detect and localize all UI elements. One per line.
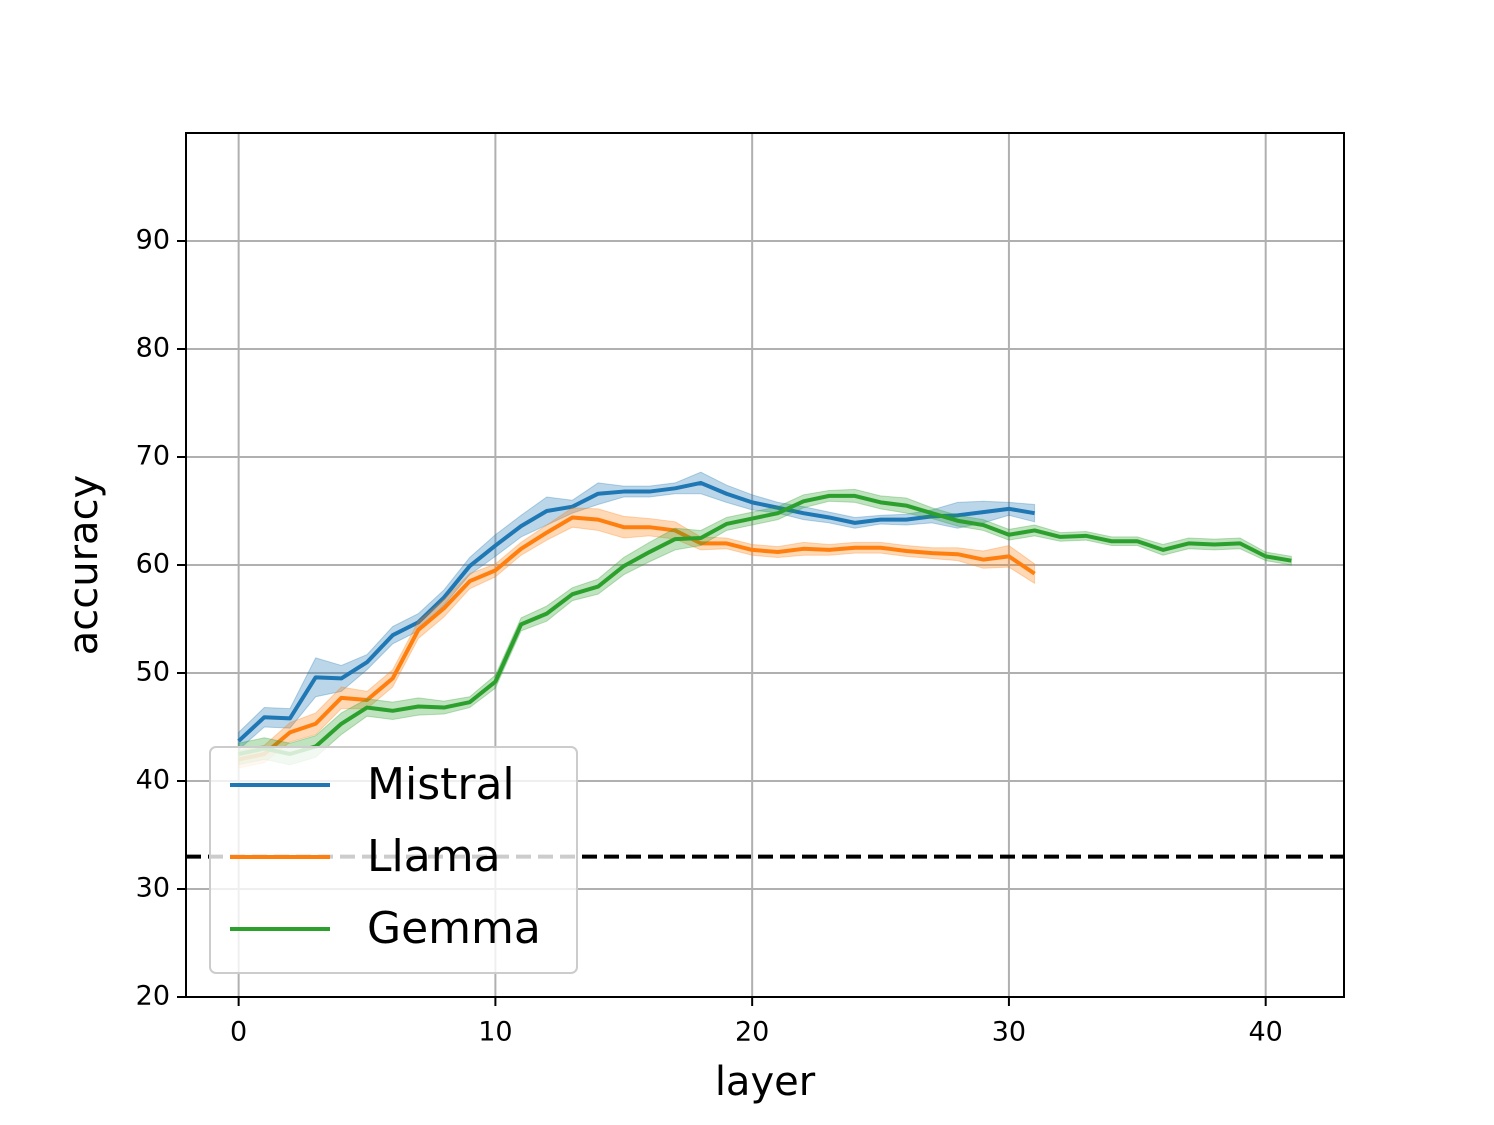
y-tick-label: 60 [136,549,170,580]
legend-box [209,746,578,974]
series-line [238,493,1292,756]
y-tick-label: 30 [136,873,170,904]
error-band [238,488,1292,766]
x-tick-label: 0 [230,1017,247,1048]
y-tick-label: 40 [136,765,170,796]
legend-label: Gemma [367,903,541,954]
y-tick-label: 20 [136,981,170,1012]
x-tick-label: 20 [735,1017,769,1048]
y-axis-label: accuracy [61,475,107,655]
x-axis-label: layer [715,1059,816,1105]
y-tick-label: 90 [136,225,170,256]
y-tick-label: 50 [136,657,170,688]
legend: Mistral Llama Gemma [209,746,578,974]
x-tick-label: 30 [992,1017,1026,1048]
legend-label: Mistral [367,759,515,810]
x-tick-label: 10 [478,1017,512,1048]
y-tick-label: 70 [136,441,170,472]
error-band [238,471,1036,751]
series-line [238,515,1036,762]
legend-label: Llama [367,831,501,882]
series-line [237,480,1035,743]
x-tick-label: 40 [1249,1017,1283,1048]
plot-frame [185,132,1345,998]
error-band [238,507,1036,769]
y-tick-label: 80 [136,333,170,364]
